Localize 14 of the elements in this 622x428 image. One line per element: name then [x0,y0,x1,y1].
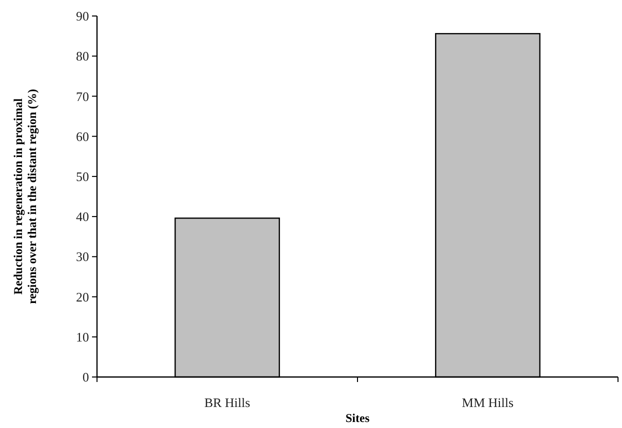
y-tick-label: 70 [76,88,89,104]
y-tick-label: 50 [76,168,89,184]
y-tick-label: 40 [76,209,89,224]
x-tick-label: MM Hills [462,395,514,410]
x-axis-title: Sites [346,411,370,425]
y-tick-label: 90 [76,8,89,24]
y-axis-title: Reduction in regeneration in proximal regions over that in the distant region (%) [11,89,39,304]
y-tick-label: 0 [82,370,89,385]
y-tick-label: 80 [76,48,89,64]
y-tick-label: 20 [76,289,89,304]
y-tick-label: 10 [76,329,89,344]
y-tick-label: 30 [76,249,89,264]
x-tick-label: BR Hills [204,395,250,410]
y-tick-label: 60 [76,128,89,144]
